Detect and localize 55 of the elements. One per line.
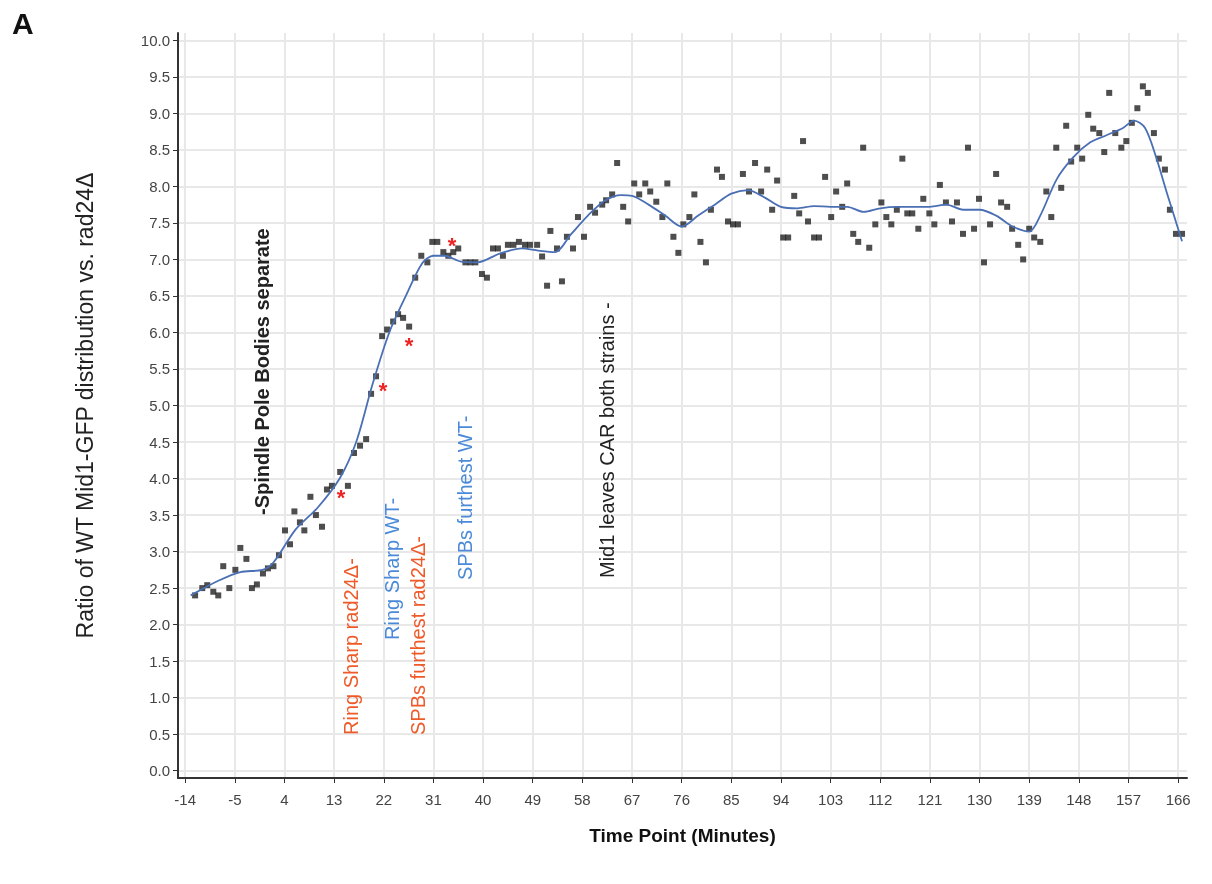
x-tick-label: 94 [772, 791, 790, 808]
x-tick-label: -14 [174, 791, 197, 808]
y-tick-label: 0.5 [149, 725, 170, 743]
x-tick-label: 40 [474, 791, 492, 808]
x-tick-label: 130 [967, 791, 993, 808]
y-tick-label: 6.0 [149, 323, 170, 341]
x-tick-label: 76 [673, 791, 691, 808]
x-tick-label: 58 [574, 791, 591, 808]
x-tick-label: 13 [325, 791, 343, 808]
y-tick-label: 4.5 [149, 433, 170, 451]
y-tick-label: 2.5 [149, 579, 170, 597]
y-tick-label: 5.0 [149, 397, 170, 414]
x-tick-label: 121 [917, 791, 943, 808]
y-tick-label: 8.0 [149, 177, 170, 195]
annotation: Mid1 leaves CAR both strains - [596, 302, 618, 578]
x-axis-title: Time Point (Minutes) [589, 825, 776, 846]
y-tick-label: 9.5 [149, 68, 170, 86]
y-axis-title: Ratio of WT Mid1-GFP distribution vs. rad24Δ [71, 172, 98, 639]
x-tick-label: 103 [818, 791, 844, 808]
y-tick-label: 2.0 [149, 616, 170, 634]
y-tick-label: 3.0 [149, 543, 170, 561]
annotation: Ring Sharp rad24Δ- [340, 558, 362, 735]
annotation: Ring Sharp WT- [381, 497, 403, 640]
x-tick-label: -5 [228, 791, 242, 808]
x-tick-label: 49 [524, 791, 542, 808]
annotation: * [378, 377, 388, 403]
annotation: * [447, 232, 457, 258]
annotation: * [336, 484, 346, 510]
y-tick-label: 4.0 [149, 470, 170, 488]
x-tick-label: 157 [1116, 791, 1142, 808]
x-tick-label: 22 [375, 791, 393, 808]
x-tick-label: 67 [623, 791, 641, 808]
y-tick-label: 9.0 [149, 104, 170, 122]
annotation: SPBs furthest WT- [454, 415, 476, 580]
x-tick-label: 148 [1066, 791, 1092, 808]
x-tick-label: 85 [722, 791, 740, 808]
y-tick-label: 1.5 [149, 652, 170, 670]
y-tick-label: 0.0 [149, 762, 170, 780]
y-tick-label: 5.5 [149, 360, 170, 378]
y-tick-label: 8.5 [149, 141, 170, 159]
x-tick-label: 166 [1165, 791, 1191, 808]
y-tick-label: 10.0 [140, 31, 170, 49]
y-tick-label: 1.0 [149, 689, 170, 707]
x-tick-label: 139 [1016, 791, 1042, 808]
annotation: * [404, 332, 414, 358]
annotation: SPBs furthest rad24Δ- [407, 535, 429, 735]
x-tick-label: 112 [868, 791, 893, 808]
y-tick-label: 3.5 [149, 506, 170, 524]
text: A [12, 6, 34, 40]
y-tick-label: 7.0 [149, 250, 170, 268]
annotation: -Spindle Pole Bodies separate [251, 228, 273, 515]
y-tick-label: 6.5 [149, 287, 170, 305]
y-tick-label: 7.5 [149, 214, 170, 232]
x-tick-label: 4 [280, 791, 289, 808]
x-tick-label: 31 [425, 791, 442, 808]
